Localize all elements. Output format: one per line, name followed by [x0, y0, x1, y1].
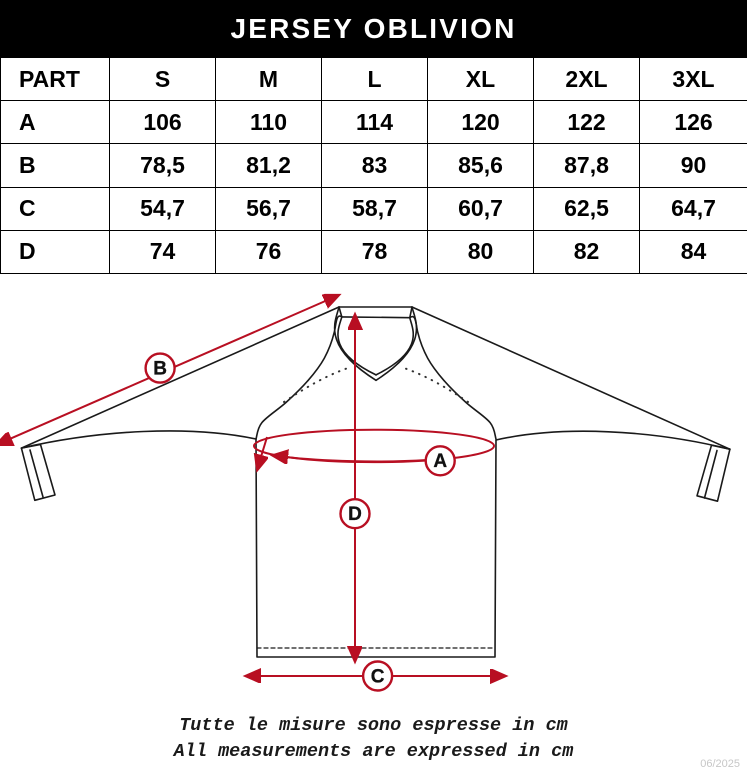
svg-text:A: A: [433, 451, 447, 472]
svg-text:C: C: [371, 666, 385, 687]
svg-text:All measurements are expressed: All measurements are expressed in cm: [173, 741, 574, 762]
svg-text:Tutte le misure sono espresse: Tutte le misure sono espresse in cm: [179, 715, 568, 736]
svg-text:06/2025: 06/2025: [700, 758, 740, 770]
svg-text:B: B: [153, 359, 167, 380]
svg-text:D: D: [348, 504, 362, 525]
